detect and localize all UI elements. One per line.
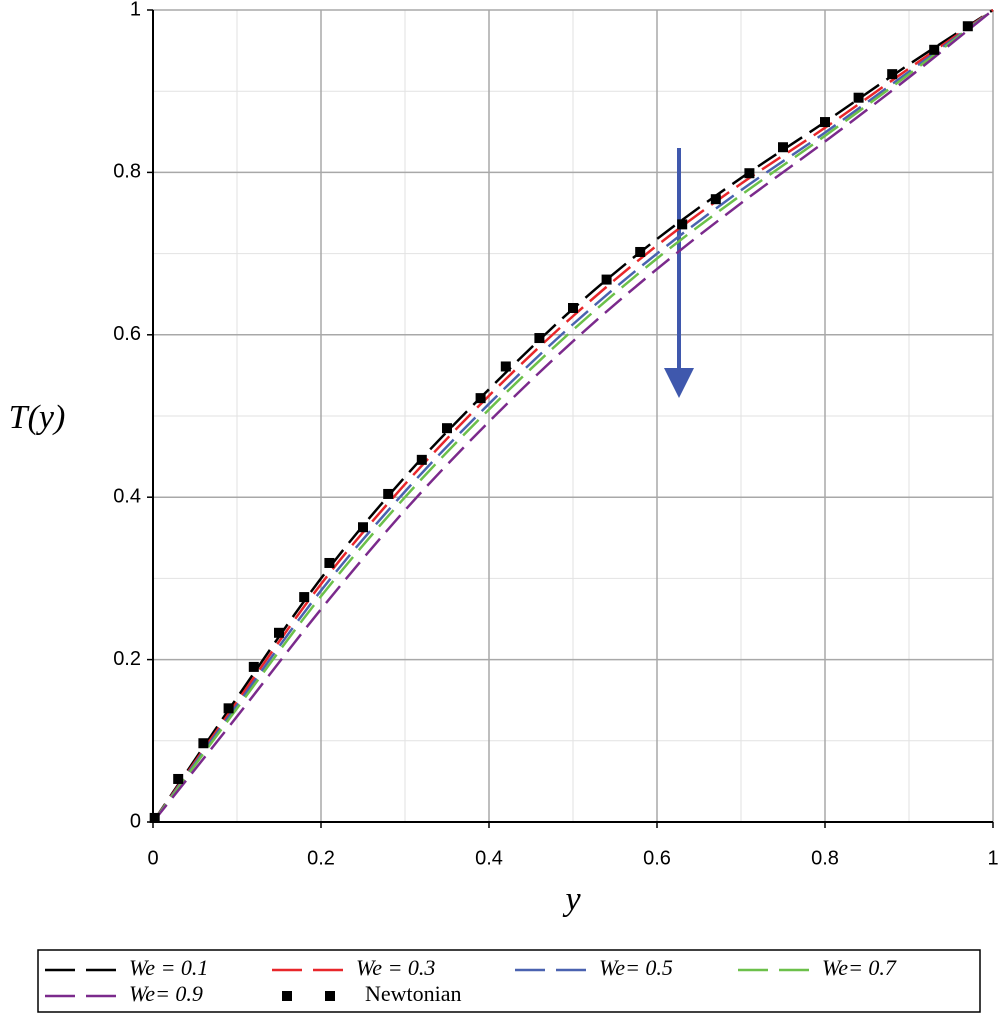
series-line — [151, 8, 994, 823]
data-point — [929, 44, 940, 55]
data-point — [274, 627, 284, 638]
data-point — [500, 361, 511, 372]
data-point — [149, 812, 160, 823]
data-point — [358, 522, 368, 533]
y-tick-label: 1 — [130, 0, 141, 20]
legend-label: We= 0.9 — [129, 981, 203, 1006]
y-axis-label: T(y) — [9, 399, 66, 436]
arrow-annotation — [664, 148, 694, 398]
data-point — [887, 69, 898, 80]
x-tick-label: 0.2 — [307, 847, 335, 869]
arrow-head — [664, 368, 694, 398]
data-point — [173, 773, 184, 784]
data-point — [198, 738, 209, 749]
data-point — [853, 92, 864, 103]
x-tick-label: 0.4 — [475, 847, 503, 869]
data-point — [534, 333, 545, 344]
data-point — [820, 117, 830, 128]
data-point — [601, 274, 612, 285]
x-tick-label: 0.8 — [811, 847, 839, 869]
y-tick-label: 0.8 — [113, 161, 141, 183]
series-line — [151, 9, 994, 823]
data-point — [223, 703, 234, 714]
y-tick-label: 0.2 — [113, 648, 141, 670]
legend-label: We= 0.5 — [599, 955, 673, 980]
series-line — [151, 8, 994, 823]
legend-swatch — [282, 991, 292, 1001]
legend-box — [37, 949, 981, 1013]
data-point — [383, 488, 394, 499]
y-tick-label: 0.6 — [113, 323, 141, 345]
legend-label: Newtonian — [365, 981, 462, 1006]
x-tick-label: 0 — [147, 847, 158, 869]
data-point — [744, 168, 755, 179]
data-point — [635, 246, 646, 257]
legend-label: We= 0.7 — [822, 955, 897, 980]
data-point — [677, 219, 688, 230]
data-point — [568, 303, 578, 314]
legend-label: We = 0.3 — [356, 955, 435, 980]
data-point — [416, 454, 427, 465]
data-point — [442, 423, 452, 434]
x-tick-label: 1 — [987, 847, 998, 869]
legend-swatch — [325, 991, 335, 1001]
data-point — [475, 393, 486, 404]
data-point — [299, 592, 310, 603]
x-tick-label: 0.6 — [643, 847, 671, 869]
y-tick-label: 0 — [130, 810, 141, 832]
data-point — [778, 142, 788, 153]
x-axis-label: y — [562, 881, 581, 918]
series-line — [152, 9, 994, 823]
data-point — [710, 194, 721, 205]
data-point — [962, 21, 973, 32]
data-point — [248, 661, 259, 672]
y-tick-label: 0.4 — [113, 485, 141, 507]
data-point — [324, 557, 335, 568]
legend-label: We = 0.1 — [129, 955, 208, 980]
